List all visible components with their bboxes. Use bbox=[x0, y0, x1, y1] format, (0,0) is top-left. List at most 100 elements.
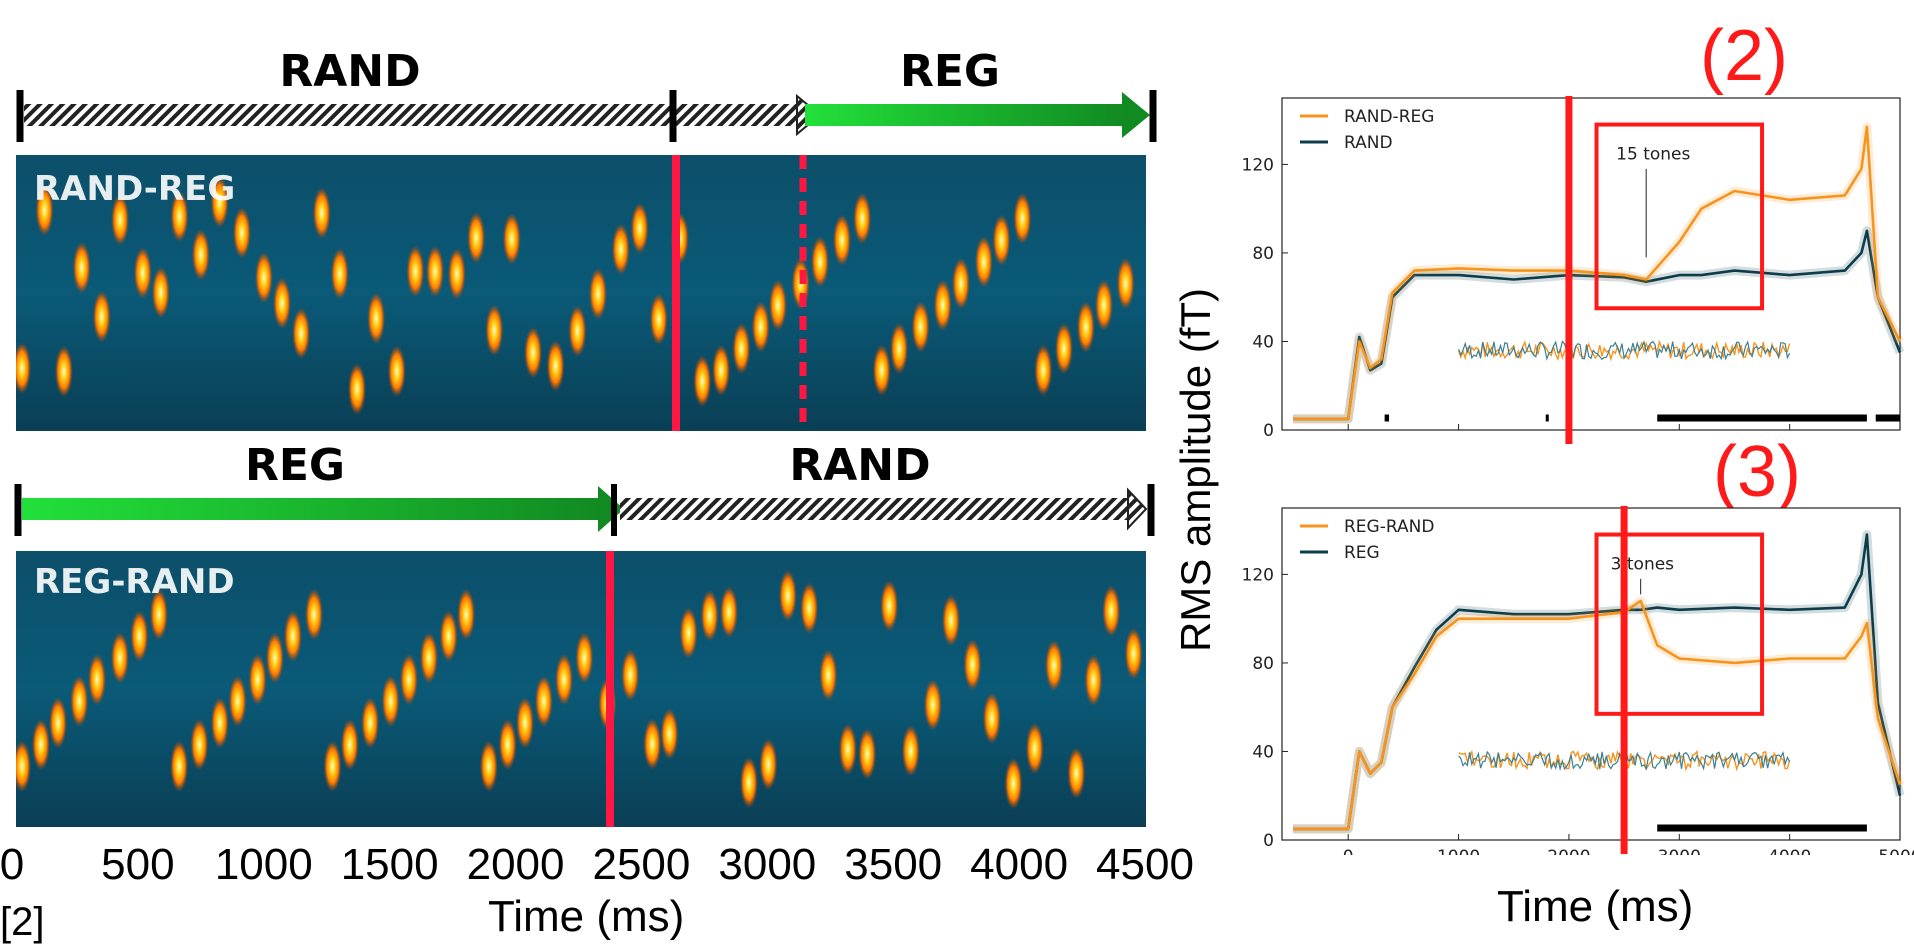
tone-pip bbox=[312, 187, 331, 240]
rand-reg-spectrogram bbox=[16, 155, 1146, 431]
y-tick-label: 0 bbox=[1263, 831, 1274, 851]
tone-pip bbox=[1013, 192, 1032, 245]
tone-pip bbox=[35, 184, 54, 237]
tone-pip bbox=[467, 211, 486, 264]
y-tick-label: 40 bbox=[1252, 742, 1274, 762]
tone-pip bbox=[54, 345, 73, 398]
reg-rand-tag: REG-RAND bbox=[34, 562, 235, 602]
left-x-tick: 4500 bbox=[1096, 840, 1194, 889]
tone-pip bbox=[693, 355, 712, 408]
tone-pip bbox=[611, 223, 630, 276]
tone-pip bbox=[367, 292, 386, 345]
y-tick-label: 0 bbox=[1263, 421, 1274, 441]
tone-pip bbox=[555, 653, 574, 706]
left-x-tick: 4000 bbox=[970, 840, 1069, 889]
x-tick-label: 5000 bbox=[1878, 847, 1914, 855]
tone-pip bbox=[348, 363, 367, 416]
annotation-label: 3 tones bbox=[1611, 554, 1675, 574]
tone-pip bbox=[228, 675, 247, 728]
x-tick-label: 2000 bbox=[1547, 847, 1590, 855]
tone-pip bbox=[426, 245, 445, 298]
tone-pip bbox=[149, 588, 168, 641]
x-tick-label: 3000 bbox=[1658, 847, 1701, 855]
tone-pip bbox=[254, 251, 273, 304]
y-tick-label: 120 bbox=[1242, 155, 1274, 175]
x-tick-label: 1000 bbox=[1437, 847, 1480, 855]
tone-pip bbox=[273, 277, 292, 330]
tone-pip bbox=[485, 304, 504, 357]
tone-pip bbox=[679, 607, 698, 660]
significance-bar bbox=[1384, 414, 1390, 422]
tone-pip bbox=[643, 718, 662, 771]
legend-label: REG bbox=[1344, 543, 1380, 563]
tone-pip bbox=[575, 631, 594, 684]
tone-pip bbox=[381, 675, 400, 728]
tone-pip bbox=[170, 190, 189, 243]
series-line bbox=[1293, 229, 1902, 421]
tone-pip bbox=[630, 202, 649, 255]
tone-pip bbox=[265, 631, 284, 684]
tone-pip bbox=[649, 293, 668, 346]
x-tick-label: 0 bbox=[1343, 847, 1354, 855]
tone-pip bbox=[546, 339, 565, 392]
legend-label: REG-RAND bbox=[1344, 517, 1434, 537]
tone-pip bbox=[800, 582, 819, 635]
panel-3-tag: (3) bbox=[1713, 432, 1801, 512]
significance-bar bbox=[1657, 414, 1867, 422]
tone-pip bbox=[110, 631, 129, 684]
tone-pip bbox=[832, 214, 851, 267]
tone-pip bbox=[1076, 300, 1095, 353]
tone-pip bbox=[479, 740, 498, 793]
tone-pip bbox=[330, 247, 349, 300]
tone-pip bbox=[1102, 585, 1121, 638]
tone-pip bbox=[190, 718, 209, 771]
right-x-axis-label: Time (ms) bbox=[1497, 882, 1694, 931]
tone-pip bbox=[951, 257, 970, 310]
tone-pip bbox=[498, 718, 517, 771]
tone-pip bbox=[361, 696, 380, 749]
tone-pip bbox=[1084, 654, 1103, 707]
left-x-tick: 2500 bbox=[592, 840, 691, 889]
left-x-axis-label: Time (ms) bbox=[488, 892, 685, 941]
plot-frame bbox=[1281, 97, 1901, 431]
tone-pip bbox=[759, 738, 778, 791]
tone-pip bbox=[210, 696, 229, 749]
tone-pip bbox=[819, 649, 838, 702]
tone-pip bbox=[974, 235, 993, 288]
tone-pip bbox=[732, 322, 751, 375]
tone-pip bbox=[1067, 747, 1086, 800]
reg-rand-arrow-bar bbox=[14, 484, 1155, 536]
tone-pip bbox=[621, 649, 640, 702]
tone-pip bbox=[982, 692, 1001, 745]
highlight-box bbox=[1594, 532, 1765, 716]
right-y-axis-label: RMS amplitude (fT) bbox=[1172, 287, 1219, 653]
tone-pip bbox=[534, 675, 553, 728]
left-x-tick: 1500 bbox=[340, 840, 439, 889]
tone-pip bbox=[130, 610, 149, 663]
tone-pip bbox=[305, 588, 324, 641]
tone-pip bbox=[151, 266, 170, 319]
reference-marker: [2] bbox=[0, 900, 45, 944]
tone-pip bbox=[811, 235, 830, 288]
tone-pip bbox=[88, 653, 107, 706]
tone-pip bbox=[31, 718, 50, 771]
rand-reg-response-plot: 0 40 80 120 15 tones RAND-REG RAND bbox=[1242, 96, 1905, 444]
tone-pip bbox=[399, 653, 418, 706]
tone-pip bbox=[739, 756, 758, 809]
tone-pip bbox=[72, 241, 91, 294]
rand-reg-arrow-bar bbox=[16, 90, 1157, 142]
tone-pip bbox=[323, 740, 342, 793]
significance-bar bbox=[1875, 414, 1900, 422]
left-x-tick: 2000 bbox=[466, 840, 565, 889]
y-tick-label: 120 bbox=[1242, 565, 1274, 585]
tone-pip bbox=[210, 176, 229, 229]
tone-pip bbox=[1025, 722, 1044, 775]
reg-label-top: REG bbox=[899, 46, 1001, 97]
difference-trace bbox=[1458, 340, 1791, 361]
tone-pip bbox=[700, 589, 719, 642]
reg-label-bottom: REG bbox=[244, 440, 346, 491]
tone-pip bbox=[1034, 344, 1053, 397]
tone-pip bbox=[439, 610, 458, 663]
tone-pip bbox=[890, 322, 909, 375]
y-tick-label: 40 bbox=[1252, 332, 1274, 352]
